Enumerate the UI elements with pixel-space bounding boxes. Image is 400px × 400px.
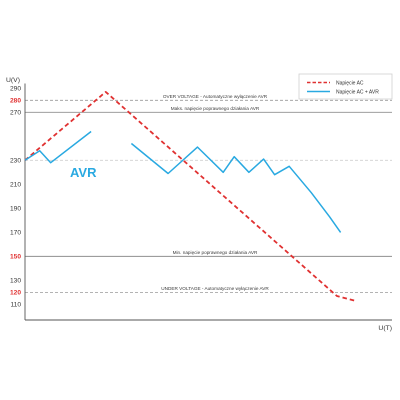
y-tick-label-210: 210 [10, 182, 21, 189]
y-axis-label: U(V) [6, 77, 20, 84]
y-tick-label-130: 130 [10, 278, 21, 285]
series-line-napiecie-ac-avr-segment-2 [130, 142, 342, 233]
y-tick-label-270: 270 [10, 110, 21, 117]
y-tick-label-280: 280 [10, 98, 21, 105]
axes: U(V) U(T) [6, 77, 392, 332]
series [24, 91, 356, 302]
y-tick-label-170: 170 [10, 230, 21, 237]
y-tick-label-110: 110 [10, 302, 21, 309]
reference-label-120: UNDER VOLTAGE - Automatyczne wyłączenie … [161, 286, 269, 291]
y-tick-label-190: 190 [10, 206, 21, 213]
reference-lines: OVER VOLTAGE - Automatyczne wyłączenie A… [25, 94, 392, 293]
legend-box [298, 73, 393, 100]
annotations: AVR [70, 165, 97, 180]
series-line-napiecie-ac-avr-segment-1 [24, 130, 92, 164]
avr-annotation: AVR [70, 165, 97, 180]
y-tick-labels: 290 280 270 230 210 190 170 150 130 120 110 [10, 86, 21, 309]
y-tick-label-120: 120 [10, 290, 21, 297]
reference-label-280: OVER VOLTAGE - Automatyczne wyłączenie A… [163, 94, 268, 99]
y-tick-label-230: 230 [10, 158, 21, 165]
y-tick-label-150: 150 [10, 254, 21, 261]
x-axis-label: U(T) [378, 325, 392, 332]
legend-label-napiecie-ac: Napięcie AC [336, 80, 364, 86]
reference-label-270: Maks. napięcie poprawnego działania AVR [171, 106, 260, 111]
series-line-napiecie-ac [24, 91, 356, 302]
reference-label-150: Min. napięcie poprawnego działania AVR [173, 250, 258, 255]
legend-label-napiecie-ac-avr: Napięcie AC + AVR [336, 89, 379, 95]
y-tick-label-290: 290 [10, 86, 21, 93]
legend: Napięcie AC Napięcie AC + AVR [298, 73, 393, 100]
